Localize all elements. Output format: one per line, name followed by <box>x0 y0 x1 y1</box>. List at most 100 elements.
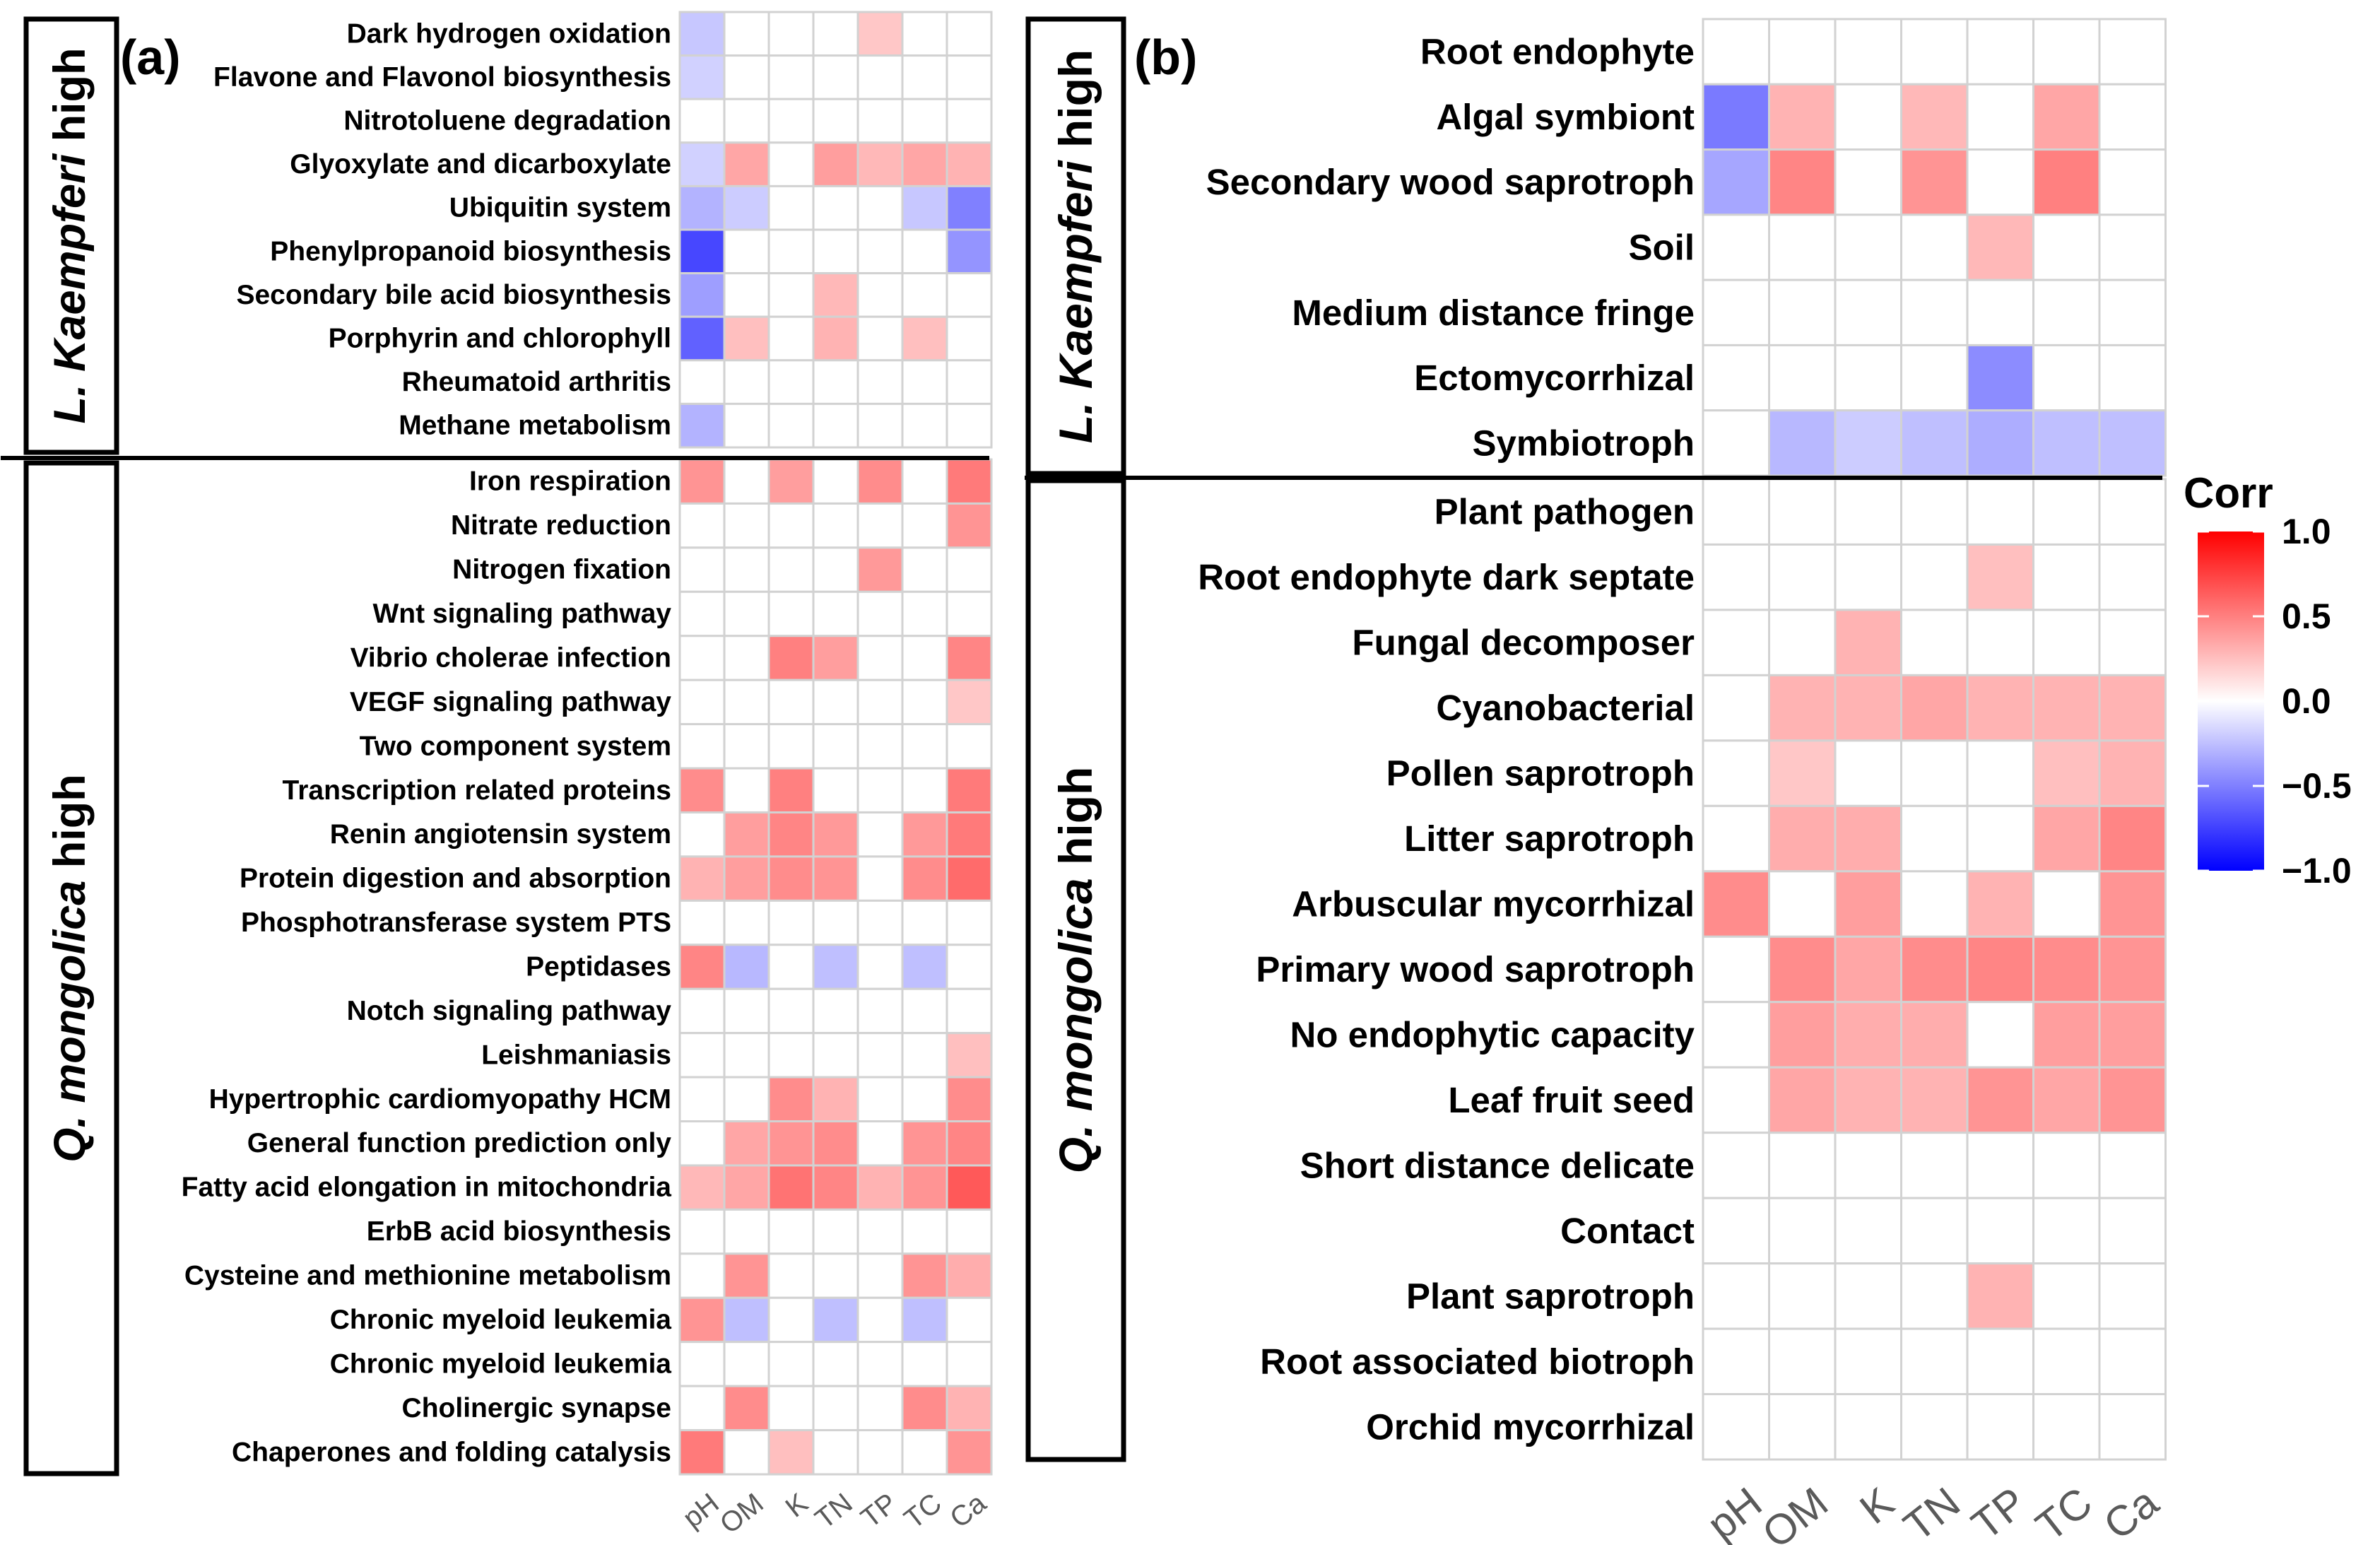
row-label-general-function-prediction-only: General function prediction only <box>247 1128 672 1158</box>
heatmap-cell-a-chronic-myeloid-leukemia-tc <box>901 1296 948 1344</box>
heatmap-cell-a-chronic-myeloid-leukemia-tp <box>856 1296 904 1344</box>
heatmap-cell-b-soil-ph <box>1702 213 1770 281</box>
heatmap-cell-a-nitrogen-fixation-ph <box>678 546 726 593</box>
row-label-notch-signaling-pathway: Notch signaling pathway <box>347 996 672 1026</box>
heatmap-cell-b-algal-symbiont-ph <box>1702 83 1770 151</box>
heatmap-cell-a-peptidases-k <box>767 944 815 990</box>
heatmap-cell-a-general-function-prediction-only-ca <box>945 1120 993 1167</box>
heatmap-cell-a-glyoxylate-and-dicarboxylate-k <box>767 141 815 187</box>
row-label-methane-metabolism: Methane metabolism <box>399 411 671 441</box>
group-label-b-q-mongolica: Q. mongolica high <box>1049 767 1102 1174</box>
column-label-b-tn: TN <box>1895 1478 1969 1545</box>
row-label-erbb-acid-biosynthesis: ErbB acid biosynthesis <box>367 1216 671 1247</box>
row-label-peptidases: Peptidases <box>526 952 671 982</box>
row-label-porphyrin-and-chlorophyll: Porphyrin and chlorophyll <box>329 324 671 354</box>
heatmap-cell-a-chronic-myeloid-leukemia-k <box>767 1341 815 1387</box>
heatmap-cell-a-cholinergic-synapse-ph <box>678 1385 726 1432</box>
heatmap-cell-a-methane-metabolism-ph <box>678 402 726 449</box>
heatmap-cell-a-iron-respiration-tp <box>856 458 904 505</box>
heatmap-cell-a-flavone-and-flavonol-biosynthesis-tn <box>812 54 859 100</box>
heatmap-cell-a-secondary-bile-acid-biosynthesis-tn <box>812 272 859 318</box>
row-label-wnt-signaling-pathway: Wnt signaling pathway <box>372 599 671 629</box>
heatmap-cell-b-symbiotroph-k <box>1834 409 1902 477</box>
heatmap-cell-b-ectomycorrhizal-om <box>1768 343 1837 412</box>
heatmap-cell-b-contact-ca <box>2098 1197 2167 1265</box>
heatmap-cell-a-general-function-prediction-only-k <box>767 1120 815 1167</box>
heatmap-cell-a-secondary-bile-acid-biosynthesis-tc <box>901 272 948 318</box>
heatmap-cell-a-phosphotransferase-system-pts-tp <box>856 899 904 946</box>
heatmap-cell-a-notch-signaling-pathway-om <box>723 987 770 1035</box>
heatmap-cell-a-cysteine-and-methionine-metabolism-ph <box>678 1252 726 1299</box>
group-label-species: L. Kaempferi <box>45 153 95 423</box>
row-label-plant-pathogen: Plant pathogen <box>1435 492 1695 532</box>
heatmap-cell-b-ectomycorrhizal-ph <box>1702 343 1770 412</box>
heatmap-cell-a-transcription-related-proteins-ph <box>678 767 726 813</box>
heatmap-cell-b-orchid-mycorrhizal-tp <box>1966 1393 2034 1461</box>
heatmap-cell-a-hypertrophic-cardiomyopathy-hcm-tn <box>812 1076 859 1123</box>
heatmap-cell-a-phenylpropanoid-biosynthesis-k <box>767 228 815 275</box>
heatmap-cell-a-chronic-myeloid-leukemia-ca <box>945 1341 993 1387</box>
heatmap-cell-a-notch-signaling-pathway-tp <box>856 987 904 1035</box>
heatmap-cell-a-protein-digestion-and-absorption-k <box>767 855 815 902</box>
heatmap-cell-b-plant-pathogen-ca <box>2098 478 2167 546</box>
heatmap-cell-a-transcription-related-proteins-om <box>723 767 770 813</box>
heatmap-cell-a-chaperones-and-folding-catalysis-tn <box>812 1429 859 1476</box>
heatmap-cell-b-pollen-saprotroph-ph <box>1702 739 1770 807</box>
heatmap-cell-a-general-function-prediction-only-tp <box>856 1120 904 1167</box>
row-label-short-distance-delicate: Short distance delicate <box>1300 1145 1695 1185</box>
heatmap-cell-a-secondary-bile-acid-biosynthesis-tp <box>856 272 904 318</box>
heatmap-cell-a-glyoxylate-and-dicarboxylate-om <box>723 141 770 187</box>
row-label-chaperones-and-folding-catalysis: Chaperones and folding catalysis <box>232 1437 671 1467</box>
heatmap-cell-b-secondary-wood-saprotroph-tc <box>2032 148 2101 216</box>
row-label-plant-saprotroph: Plant saprotroph <box>1406 1276 1695 1316</box>
heatmap-cell-b-root-endophyte-ph <box>1702 18 1770 86</box>
heatmap-cell-b-cyanobacterial-tc <box>2032 674 2101 742</box>
heatmap-cell-b-medium-distance-fringe-tn <box>1900 278 1969 346</box>
row-label-root-endophyte: Root endophyte <box>1420 32 1695 72</box>
heatmap-cell-a-vegf-signaling-pathway-tp <box>856 678 904 726</box>
heatmap-cell-a-two-component-system-ca <box>945 723 993 770</box>
heatmap-cell-a-porphyrin-and-chlorophyll-k <box>767 315 815 362</box>
heatmap-cell-b-orchid-mycorrhizal-tn <box>1900 1393 1969 1461</box>
heatmap-cell-a-fatty-acid-elongation-in-mitochondria-ca <box>945 1164 993 1211</box>
heatmap-cell-a-rheumatoid-arthritis-ca <box>945 359 993 405</box>
heatmap-cell-b-plant-saprotroph-k <box>1834 1262 1902 1330</box>
heatmap-cell-b-root-endophyte-ca <box>2098 18 2167 86</box>
heatmap-cell-a-glyoxylate-and-dicarboxylate-tn <box>812 141 859 187</box>
heatmap-cell-a-peptidases-ca <box>945 944 993 990</box>
heatmap-cell-a-chronic-myeloid-leukemia-om <box>723 1341 770 1387</box>
heatmap-cell-b-root-endophyte-dark-septate-tc <box>2032 543 2101 611</box>
column-label-a-ca: Ca <box>944 1487 992 1534</box>
heatmap-cell-a-hypertrophic-cardiomyopathy-hcm-ph <box>678 1076 726 1123</box>
legend-tick-label: −1.0 <box>2282 851 2352 891</box>
heatmap-cell-b-soil-om <box>1768 213 1837 281</box>
heatmap-cell-a-nitrotoluene-degradation-tp <box>856 98 904 144</box>
heatmap-cell-b-ectomycorrhizal-tp <box>1966 343 2034 412</box>
heatmap-cell-b-arbuscular-mycorrhizal-om <box>1768 870 1837 938</box>
heatmap-cell-a-rheumatoid-arthritis-ph <box>678 359 726 405</box>
heatmap-cell-a-nitrotoluene-degradation-k <box>767 98 815 144</box>
row-label-ubiquitin-system: Ubiquitin system <box>449 193 671 223</box>
heatmap-cell-a-nitrate-reduction-k <box>767 502 815 549</box>
heatmap-cell-b-ectomycorrhizal-tn <box>1900 343 1969 412</box>
heatmap-cell-a-wnt-signaling-pathway-ca <box>945 590 993 638</box>
heatmap-cell-b-symbiotroph-ph <box>1702 409 1770 477</box>
heatmap-cell-b-cyanobacterial-tn <box>1900 674 1969 742</box>
heatmap-cell-a-notch-signaling-pathway-k <box>767 987 815 1035</box>
heatmap-cell-b-no-endophytic-capacity-om <box>1768 1001 1837 1069</box>
row-label-renin-angiotensin-system: Renin angiotensin system <box>330 819 671 850</box>
heatmap-cell-a-nitrate-reduction-ph <box>678 502 726 549</box>
heatmap-cell-a-flavone-and-flavonol-biosynthesis-tc <box>901 54 948 100</box>
heatmap-cell-a-porphyrin-and-chlorophyll-tp <box>856 315 904 362</box>
heatmap-cell-a-vibrio-cholerae-infection-tp <box>856 635 904 681</box>
heatmap-cell-a-porphyrin-and-chlorophyll-ca <box>945 315 993 362</box>
panel-b-heatmap: (b) L. Kaempferi high Root endophyte Algal … <box>1025 16 2167 1545</box>
heatmap-cell-a-phenylpropanoid-biosynthesis-ca <box>945 228 993 275</box>
heatmap-cell-a-rheumatoid-arthritis-tp <box>856 359 904 405</box>
heatmap-cell-b-algal-symbiont-tn <box>1900 83 1969 151</box>
heatmap-cell-a-two-component-system-om <box>723 723 770 770</box>
heatmap-cell-a-flavone-and-flavonol-biosynthesis-k <box>767 54 815 100</box>
heatmap-cell-b-cyanobacterial-ph <box>1702 674 1770 742</box>
heatmap-cell-a-nitrate-reduction-ca <box>945 502 993 549</box>
